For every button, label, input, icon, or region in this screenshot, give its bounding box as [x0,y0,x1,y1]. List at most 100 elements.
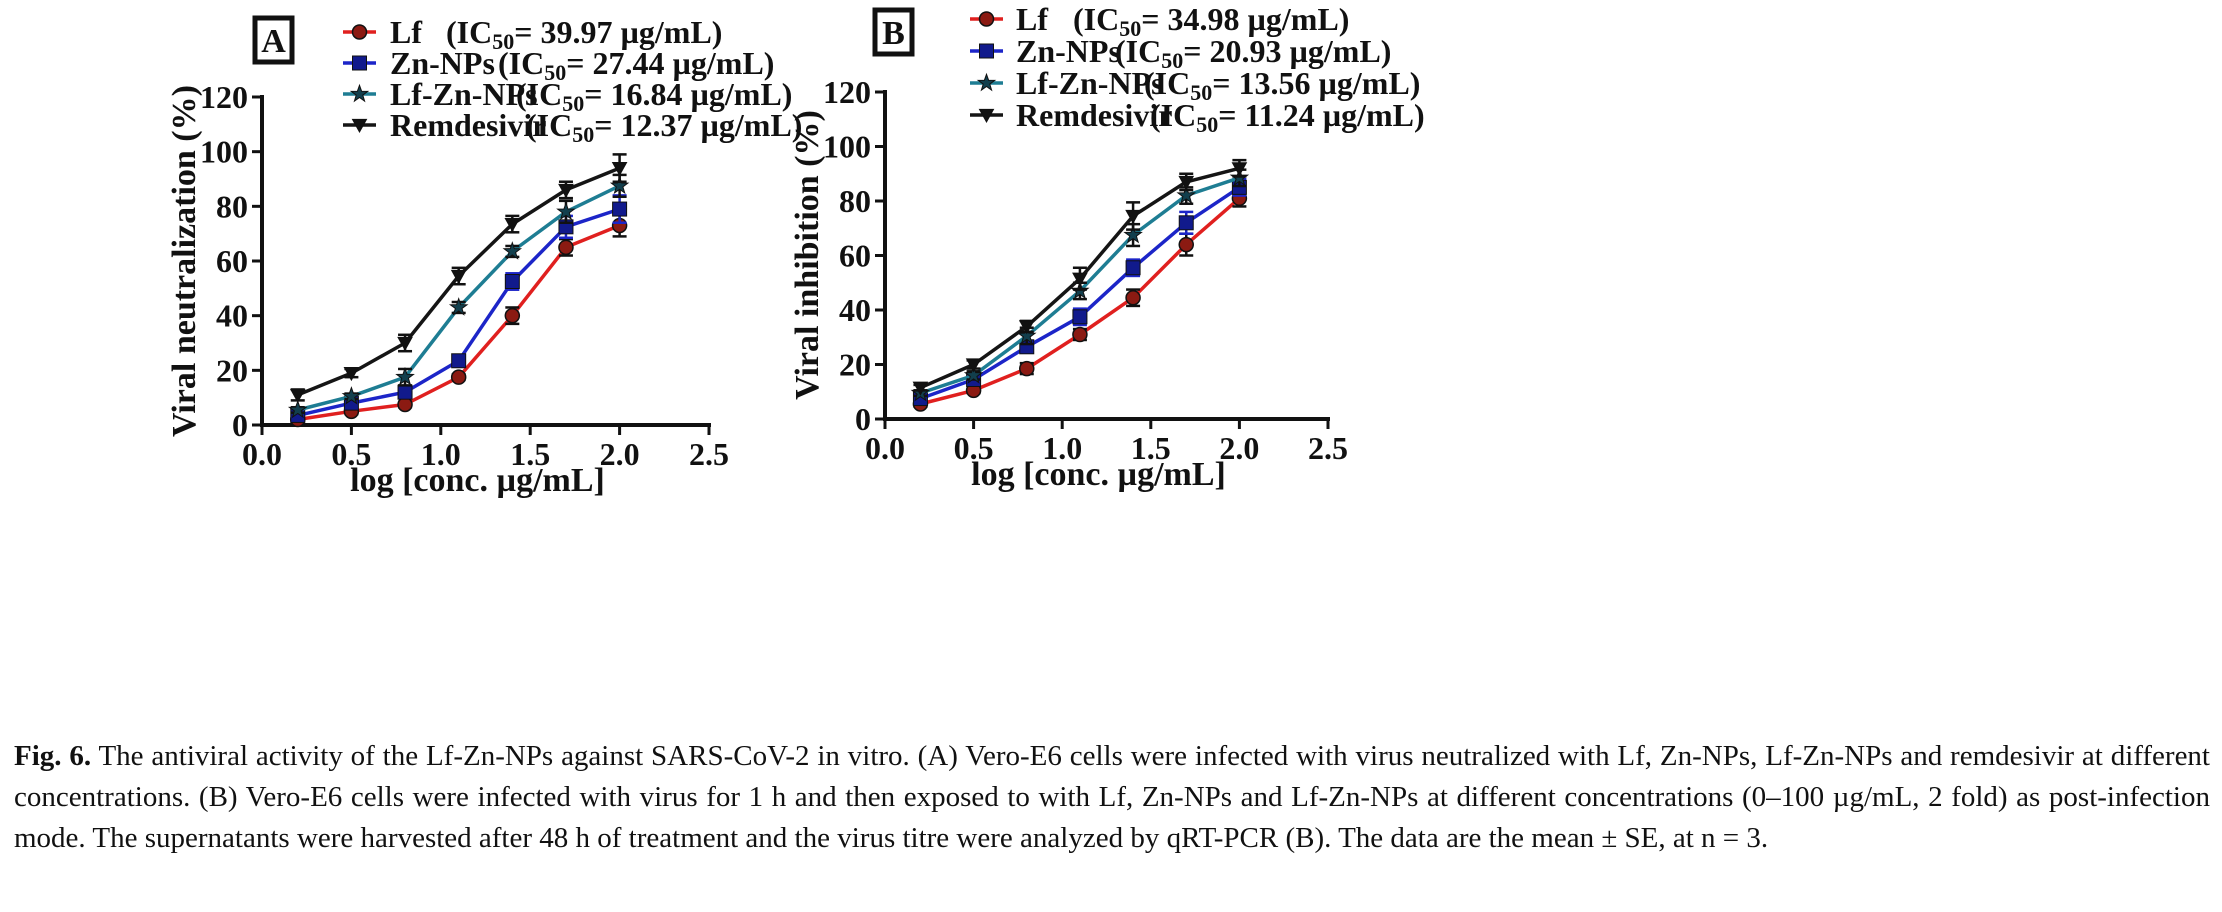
data-point-lf-zn-nps [556,201,576,221]
legend-marker-remdesivir [351,118,368,134]
data-point-lf-zn-nps [1016,325,1037,345]
x-tick-label: 0.0 [865,430,905,466]
legend-label-lf-zn-nps: Lf-Zn-NPs [1016,65,1164,101]
data-point-lf-zn-nps [1123,224,1143,244]
data-point-lf [1125,289,1141,306]
data-point-remdesivir [1231,162,1248,177]
legend-marker-remdesivir [978,108,995,124]
panel-label: A [261,23,286,60]
legend-marker-lf-zn-nps [976,72,997,92]
legend-ic50-zn-nps: (IC50= 20.93 µg/mL) [1115,33,1391,73]
data-point-remdesivir [558,183,574,198]
y-tick-label: 0 [232,407,248,443]
x-tick-label: 0.5 [954,430,994,466]
data-point-zn-nps [1178,215,1194,231]
legend-label-zn-nps: Zn-NPs [390,45,495,81]
panel-a-chart: 0 20 40 60 80 100 120 0.0 0.5 1.0 1.5 2.0 2.5 log [co… [166,14,802,499]
y-axis-title: Viral inhibition (%) [789,110,826,400]
y-tick-label: 40 [216,298,248,334]
y-tick-label: 60 [216,243,248,279]
x-tick-label: 1.0 [421,436,461,472]
x-axis-title: log [conc. µg/mL] [350,462,605,499]
panel-label-box [252,15,295,65]
panel-label: B [882,15,905,52]
data-point-remdesivir [343,366,360,382]
data-point-remdesivir [504,218,521,233]
x-tick-label: 0.5 [331,436,371,472]
caption-text: The antiviral activity of the Lf-Zn-NPs … [14,740,2210,854]
y-tick-label: 40 [839,292,871,328]
data-point-lf [1019,360,1035,377]
legend-label-lf-zn-nps: Lf-Zn-NPs [390,76,538,112]
data-point-remdesivir [1018,320,1035,335]
data-point-lf [558,239,574,256]
x-tick-label: 1.0 [1042,430,1082,466]
y-tick-label: 60 [839,238,871,274]
y-tick-label: 0 [855,401,871,437]
data-point-lf-zn-nps [448,297,469,316]
data-point-remdesivir [1072,272,1088,287]
y-tick-label: 20 [839,347,871,383]
x-tick-label: 1.5 [510,436,550,472]
data-point-lf-zn-nps [963,365,984,384]
data-point-remdesivir [289,388,306,403]
y-tick-label: 120 [823,74,871,110]
x-tick-label: 2.5 [689,436,729,472]
data-point-lf-zn-nps [502,241,523,260]
y-axis-title: Viral neutralization (%) [166,85,203,437]
y-tick-label: 80 [839,183,871,219]
legend-label-remdesivir: Remdesivir [1016,97,1172,133]
legend-label-remdesivir: Remdesivir [390,107,546,143]
data-point-lf-zn-nps [395,366,415,386]
data-point-lf-zn-nps [287,399,308,419]
data-point-zn-nps [504,274,520,289]
legend-ic50-remdesivir: (IC50= 11.24 µg/mL) [1150,97,1425,137]
y-tick-label: 20 [216,352,248,388]
legend-ic50-zn-nps: (IC50= 27.44 µg/mL) [498,45,774,85]
data-point-remdesivir [1178,175,1195,190]
x-tick-label: 2.5 [1308,430,1348,466]
data-point-remdesivir [1125,209,1141,225]
x-axis-title: log [conc. µg/mL] [971,456,1226,493]
legend-marker-zn-nps [352,55,367,71]
legend-marker-zn-nps [979,43,994,59]
data-point-lf-zn-nps [609,175,630,195]
figure-caption: Fig. 6. The antiviral activity of the Lf… [14,736,2210,859]
legend-marker-lf [351,24,368,40]
legend-ic50-lf: (IC50= 39.97 µg/mL) [446,14,722,54]
data-point-remdesivir [397,336,413,352]
legend-label-zn-nps: Zn-NPs [1016,33,1121,69]
legend-ic50-lf: (IC50= 34.98 µg/mL) [1073,1,1349,41]
data-point-lf [450,369,467,385]
data-point-lf [504,307,521,324]
x-tick-label: 0.0 [242,436,282,472]
y-tick-label: 120 [200,79,248,115]
data-point-remdesivir [965,358,982,373]
legend-marker-lf-zn-nps [349,83,370,103]
y-tick-label: 80 [216,188,248,224]
x-tick-label: 1.5 [1131,430,1171,466]
x-tick-label: 2.0 [1219,430,1259,466]
data-point-zn-nps [451,353,467,369]
data-point-lf [1072,326,1088,343]
legend-ic50-lf-zn-nps: (IC50= 16.84 µg/mL) [516,76,792,116]
data-point-lf-zn-nps [1176,185,1197,204]
legend-ic50-remdesivir: (IC50= 12.37 µg/mL) [526,107,802,147]
data-point-zn-nps [612,201,628,217]
data-point-zn-nps [1125,260,1141,276]
data-point-remdesivir [450,269,467,285]
legend-label-lf: Lf [390,14,422,50]
y-tick-label: 100 [823,129,871,165]
legend-label-lf: Lf [1016,1,1048,37]
panel-label-box [872,7,915,57]
panel-b-chart: 0 20 40 60 80 100 120 0.0 0.5 1.0 1.5 2.0 2.5 log [co… [789,1,1425,493]
figure-canvas: 0 20 40 60 80 100 120 0.0 0.5 1.0 1.5 2.0 2.5 log [co… [166,1,1425,499]
data-point-remdesivir [611,161,628,177]
legend-marker-lf [978,11,995,27]
y-tick-label: 100 [200,134,248,170]
data-point-lf-zn-nps [341,386,362,405]
caption-label: Fig. 6. [14,740,92,772]
data-point-zn-nps [397,384,413,400]
data-point-remdesivir [912,381,929,396]
legend-ic50-lf-zn-nps: (IC50= 13.56 µg/mL) [1144,65,1420,105]
